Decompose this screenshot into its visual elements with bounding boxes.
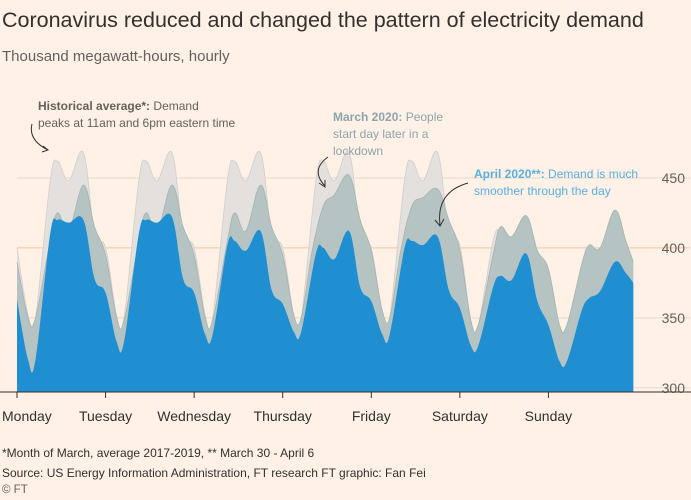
- annotation-historical-bold: Historical average*:: [38, 99, 150, 113]
- annotation-march-text-2: start day later in a: [333, 127, 429, 141]
- ft-credit: © FT: [2, 484, 28, 496]
- y-tick-label-300: 300: [662, 380, 686, 396]
- annotation-march-text-3: lockdown: [333, 144, 383, 158]
- x-tick-label-wednesday: Wednesday: [157, 408, 231, 424]
- footnote: *Month of March, average 2017-2019, ** M…: [2, 446, 315, 460]
- annotation-april: April 2020**: Demand is much smoother th…: [434, 167, 638, 227]
- y-tick-label-400: 400: [662, 240, 686, 256]
- y-tick-label-450: 450: [662, 170, 686, 186]
- svg-text:Historical average*: Demand: Historical average*: Demand: [38, 99, 199, 113]
- x-tick-label-saturday: Saturday: [432, 408, 488, 424]
- annotation-historical-text-2: peaks at 11am and 6pm eastern time: [38, 116, 236, 130]
- annotation-march-arrow: [317, 156, 329, 187]
- annotation-historical-arrowhead: [41, 145, 50, 153]
- chart-title: Coronavirus reduced and changed the patt…: [2, 8, 644, 32]
- chart-subtitle: Thousand megawatt-hours, hourly: [2, 48, 230, 65]
- area-series: [16, 150, 634, 392]
- svg-text:April 2020**: Demand is much: April 2020**: Demand is much: [474, 167, 638, 181]
- annotation-april-text: Demand is much: [545, 167, 638, 181]
- x-tick-label-friday: Friday: [352, 408, 391, 424]
- x-axis: Monday Tuesday Wednesday Thursday Friday Satu…: [0, 391, 691, 424]
- y-axis: 300 350 400 450: [662, 170, 686, 396]
- annotation-april-bold: April 2020**:: [474, 167, 545, 181]
- annotation-march-bold: March 2020:: [333, 110, 402, 124]
- annotation-april-arrow: [439, 182, 469, 226]
- annotation-march-text: People: [402, 110, 443, 124]
- svg-text:March 2020: People: March 2020: People: [333, 110, 443, 124]
- x-tick-label-tuesday: Tuesday: [79, 408, 132, 424]
- annotation-april-text-2: smoother through the day: [474, 184, 611, 198]
- annotation-historical-text: Demand: [150, 99, 199, 113]
- area-march-2020-line: [16, 174, 634, 334]
- annotation-march-arrowhead: [318, 180, 326, 188]
- y-tick-label-350: 350: [662, 310, 686, 326]
- annotation-historical: Historical average*: Demand peaks at 11a…: [30, 99, 236, 153]
- annotation-april-arrowhead: [434, 218, 445, 227]
- x-tick-label-monday: Monday: [2, 408, 52, 424]
- x-tick-label-sunday: Sunday: [525, 408, 572, 424]
- annotation-historical-arrow: [30, 123, 49, 151]
- annotation-march: March 2020: People start day later in a …: [317, 110, 443, 188]
- area-april-2020: [17, 213, 634, 392]
- source-line: Source: US Energy Information Administra…: [2, 466, 426, 480]
- x-tick-label-thursday: Thursday: [254, 408, 312, 424]
